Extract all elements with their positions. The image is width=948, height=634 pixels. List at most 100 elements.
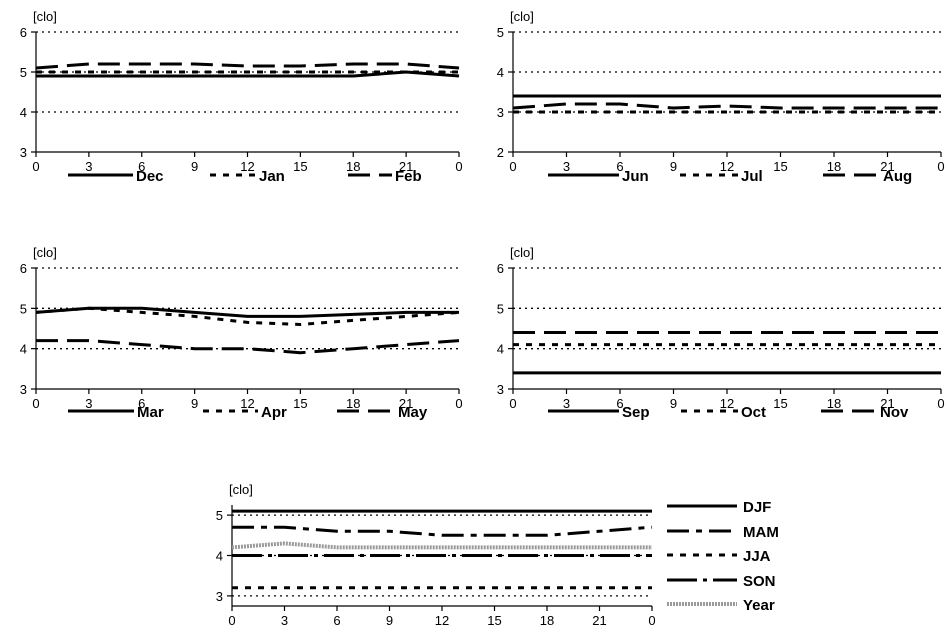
legend-label-jul: Jul	[741, 168, 763, 185]
y-tick-label: 3	[20, 382, 27, 397]
y-tick-label: 6	[497, 261, 504, 276]
x-tick-label: 18	[346, 396, 360, 411]
legend-label-dec: Dec	[136, 168, 164, 185]
x-tick-label: 0	[937, 396, 944, 411]
x-tick-label: 6	[616, 159, 623, 174]
series-line-mam	[232, 525, 653, 537]
y-tick-label: 3	[497, 105, 504, 120]
legend-label-apr: Apr	[261, 404, 287, 421]
x-tick-label: 21	[399, 159, 413, 174]
y-unit-label: [clo]	[33, 245, 57, 260]
legend-label-year: Year	[743, 597, 775, 614]
x-tick-label: 12	[240, 159, 254, 174]
y-unit-label: [clo]	[510, 9, 534, 24]
y-tick-label: 5	[20, 301, 27, 316]
x-tick-label: 9	[670, 159, 677, 174]
legend-label-jun: Jun	[622, 168, 649, 185]
y-unit-label: [clo]	[510, 245, 534, 260]
x-tick-label: 0	[455, 396, 462, 411]
x-tick-label: 0	[32, 159, 39, 174]
series-line-mar	[35, 306, 459, 318]
series-line-year	[231, 541, 652, 550]
y-tick-label: 4	[20, 105, 27, 120]
x-tick-label: 0	[509, 396, 516, 411]
x-tick-label: 3	[281, 613, 288, 628]
legend-label-feb: Feb	[395, 168, 422, 185]
x-tick-label: 0	[32, 396, 39, 411]
y-tick-label: 6	[20, 25, 27, 40]
x-tick-label: 6	[333, 613, 340, 628]
x-tick-label: 18	[827, 159, 841, 174]
x-tick-label: 3	[85, 159, 92, 174]
x-tick-label: 18	[540, 613, 554, 628]
x-tick-label: 15	[773, 159, 787, 174]
legend-label-son: SON	[743, 573, 776, 590]
y-unit-label: [clo]	[229, 482, 253, 497]
x-tick-label: 15	[487, 613, 501, 628]
y-tick-label: 3	[497, 382, 504, 397]
x-tick-label: 0	[648, 613, 655, 628]
legend-label-jan: Jan	[259, 168, 285, 185]
x-tick-label: 6	[138, 396, 145, 411]
y-tick-label: 2	[497, 145, 504, 160]
x-tick-label: 3	[563, 159, 570, 174]
x-tick-label: 21	[399, 396, 413, 411]
x-tick-label: 21	[880, 396, 894, 411]
x-tick-label: 9	[191, 159, 198, 174]
x-tick-label: 9	[191, 396, 198, 411]
x-tick-label: 9	[670, 396, 677, 411]
x-tick-label: 0	[937, 159, 944, 174]
x-tick-label: 9	[386, 613, 393, 628]
x-tick-label: 15	[773, 396, 787, 411]
x-tick-label: 3	[563, 396, 570, 411]
legend-label-aug: Aug	[883, 168, 912, 185]
x-tick-label: 21	[880, 159, 894, 174]
y-tick-label: 4	[497, 65, 504, 80]
series-line-aug	[512, 102, 941, 110]
legend-label-nov: Nov	[880, 404, 909, 421]
x-tick-label: 6	[616, 396, 623, 411]
x-tick-label: 12	[720, 396, 734, 411]
x-tick-label: 0	[228, 613, 235, 628]
y-tick-label: 3	[216, 589, 223, 604]
y-tick-label: 3	[20, 145, 27, 160]
x-tick-label: 3	[85, 396, 92, 411]
y-tick-label: 5	[497, 25, 504, 40]
x-tick-label: 15	[293, 159, 307, 174]
y-tick-label: 4	[20, 342, 27, 357]
y-tick-label: 5	[216, 508, 223, 523]
x-tick-label: 15	[293, 396, 307, 411]
x-tick-label: 12	[720, 159, 734, 174]
x-tick-label: 0	[509, 159, 516, 174]
y-tick-label: 5	[497, 301, 504, 316]
x-tick-label: 12	[240, 396, 254, 411]
legend-label-djf: DJF	[743, 499, 771, 516]
x-tick-label: 0	[455, 159, 462, 174]
y-tick-label: 4	[216, 549, 223, 564]
x-tick-label: 21	[592, 613, 606, 628]
legend-label-may: May	[398, 404, 428, 421]
x-tick-label: 18	[346, 159, 360, 174]
series-line-apr	[35, 306, 460, 326]
legend-label-mam: MAM	[743, 524, 779, 541]
chart-panel-2: [clo] 2 3 4 5 0 3 6 9 12 15 18 21 0 Jun Jul Aug	[497, 9, 945, 185]
legend-label-oct: Oct	[741, 404, 766, 421]
x-tick-label: 18	[827, 396, 841, 411]
y-unit-label: [clo]	[33, 9, 57, 24]
y-tick-label: 4	[497, 342, 504, 357]
y-tick-label: 5	[20, 65, 27, 80]
x-tick-label: 6	[138, 159, 145, 174]
y-tick-label: 6	[20, 261, 27, 276]
x-tick-label: 12	[435, 613, 449, 628]
series-line-may	[36, 339, 460, 355]
series-line-feb	[35, 62, 460, 70]
legend-label-sep: Sep	[622, 404, 650, 421]
legend-label-jja: JJA	[743, 548, 771, 565]
legend-label-mar: Mar	[137, 404, 164, 421]
